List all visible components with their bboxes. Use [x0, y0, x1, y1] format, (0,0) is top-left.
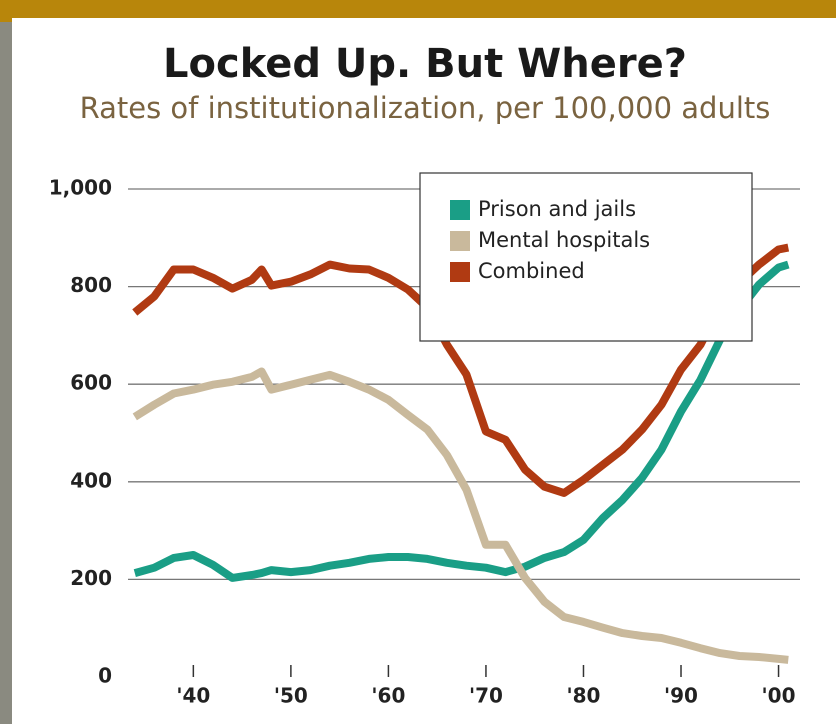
- y-tick-label: 400: [70, 468, 112, 492]
- x-tick-label: '90: [664, 684, 698, 708]
- left-strip: [0, 22, 12, 724]
- x-tick-label: '60: [371, 684, 405, 708]
- x-tick-label: '80: [566, 684, 600, 708]
- y-tick-label: 800: [70, 273, 112, 297]
- x-tick-label: '40: [176, 684, 210, 708]
- legend-label: Mental hospitals: [478, 228, 650, 252]
- legend-label: Combined: [478, 259, 585, 283]
- legend-label: Prison and jails: [478, 197, 636, 221]
- y-tick-label: 1,000: [49, 176, 112, 200]
- legend-swatch: [450, 262, 470, 282]
- legend-swatch: [450, 231, 470, 251]
- chart-subtitle: Rates of institutionalization, per 100,0…: [80, 91, 771, 125]
- y-tick-label: 0: [98, 664, 112, 688]
- x-tick-label: '50: [274, 684, 308, 708]
- y-tick-label: 200: [70, 566, 112, 590]
- x-tick-label: '00: [762, 684, 796, 708]
- x-tick-label: '70: [469, 684, 503, 708]
- y-tick-label: 600: [70, 371, 112, 395]
- legend-swatch: [450, 200, 470, 220]
- chart: Locked Up. But Where? Rates of instituti…: [0, 0, 836, 724]
- chart-title: Locked Up. But Where?: [163, 41, 687, 87]
